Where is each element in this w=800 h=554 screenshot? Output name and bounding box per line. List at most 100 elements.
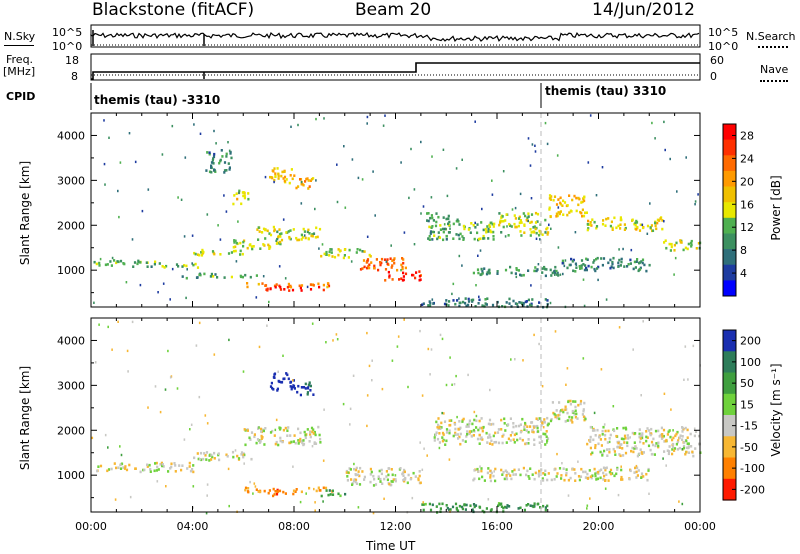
power-gate [122,262,125,265]
power-gate [418,270,421,273]
velocity-gate [488,433,491,437]
velocity-noise-gate [91,436,94,440]
velocity-gate [676,440,679,444]
power-gate [566,204,569,207]
power-colorbar-swatch [723,233,736,250]
power-gate [383,258,387,261]
velocity-gate [289,380,293,384]
velocity-noise-gate [479,465,481,468]
velocity-gate [584,417,587,421]
velocity-gate [556,472,559,475]
velocity-gate [600,444,603,447]
velocity-gate [471,508,474,511]
power-gate [529,228,532,231]
velocity-gate [525,473,528,477]
power-gate [181,265,184,268]
velocity-gate [598,469,601,473]
power-gate [146,265,149,268]
power-gate [210,164,213,168]
velocity-gate [247,490,250,494]
velocity-gate [623,434,627,438]
power-gate [239,253,242,256]
velocity-gate [478,442,481,445]
velocity-gate [698,442,701,446]
power-gate [194,262,197,266]
velocity-gate [651,443,655,447]
power-gate [327,284,331,288]
velocity-gate [448,508,451,511]
velocity-noise-gate [455,374,457,378]
power-gate [570,210,573,213]
power-gate [548,206,551,210]
power-gate [582,214,586,218]
velocity-gate [553,468,556,471]
velocity-gate [213,451,216,455]
power-gate [627,263,630,266]
velocity-gate [149,467,152,471]
velocity-noise-gate [533,333,535,337]
power-gate [314,236,317,239]
power-gate [571,198,574,202]
velocity-noise-gate [243,462,245,465]
power-gate [262,227,266,231]
velocity-gate [624,451,628,455]
velocity-gate [684,426,687,430]
power-gate [113,259,116,262]
velocity-gate [322,486,325,490]
power-noise-gate [157,291,159,294]
power-gate [269,287,272,291]
power-gate [273,167,276,170]
power-noise-gate [343,145,345,148]
power-gate [486,297,489,300]
velocity-gate [435,420,438,424]
power-noise-gate [108,136,110,139]
velocity-gate [636,466,639,470]
power-gate [433,234,436,237]
velocity-gate [377,475,380,478]
velocity-gate [574,479,577,482]
power-gate [508,297,511,301]
velocity-noise-gate [206,494,208,497]
power-gate [242,240,245,244]
velocity-gate [599,450,602,454]
power-noise-gate [420,212,422,215]
velocity-gate [363,478,366,481]
velocity-gate [507,472,510,476]
power-noise-gate [475,284,477,287]
velocity-gate [469,504,472,507]
power-noise-gate [161,153,164,156]
power-gate [566,266,569,270]
power-gate [269,175,272,179]
velocity-noise-gate [332,339,334,342]
power-gate [482,237,485,240]
velocity-noise-gate [565,383,567,386]
power-gate [427,237,430,240]
velocity-noise-gate [120,453,123,457]
velocity-gate [279,439,282,443]
velocity-gate [474,504,478,507]
power-gate [285,178,288,181]
power-gate [328,254,331,257]
velocity-gate [399,467,402,470]
velocity-gate [609,433,612,437]
power-gate [402,278,405,282]
power-noise-gate [185,296,187,300]
velocity-gate [358,483,362,486]
power-gate [500,220,503,223]
velocity-noise-gate [192,506,194,509]
velocity-gate [459,432,462,436]
velocity-gate [272,388,275,391]
velocity-gate [497,441,501,445]
velocity-gate [681,430,684,433]
velocity-gate [309,431,312,434]
velocity-gate [304,387,307,390]
power-gate [201,250,204,253]
power-gate [583,268,586,272]
power-gate [330,251,333,254]
power-gate [246,285,249,289]
power-gate [602,257,606,260]
velocity-gate [564,408,567,411]
power-gate [264,237,267,240]
velocity-gate [217,452,220,455]
velocity-gate [390,483,393,487]
